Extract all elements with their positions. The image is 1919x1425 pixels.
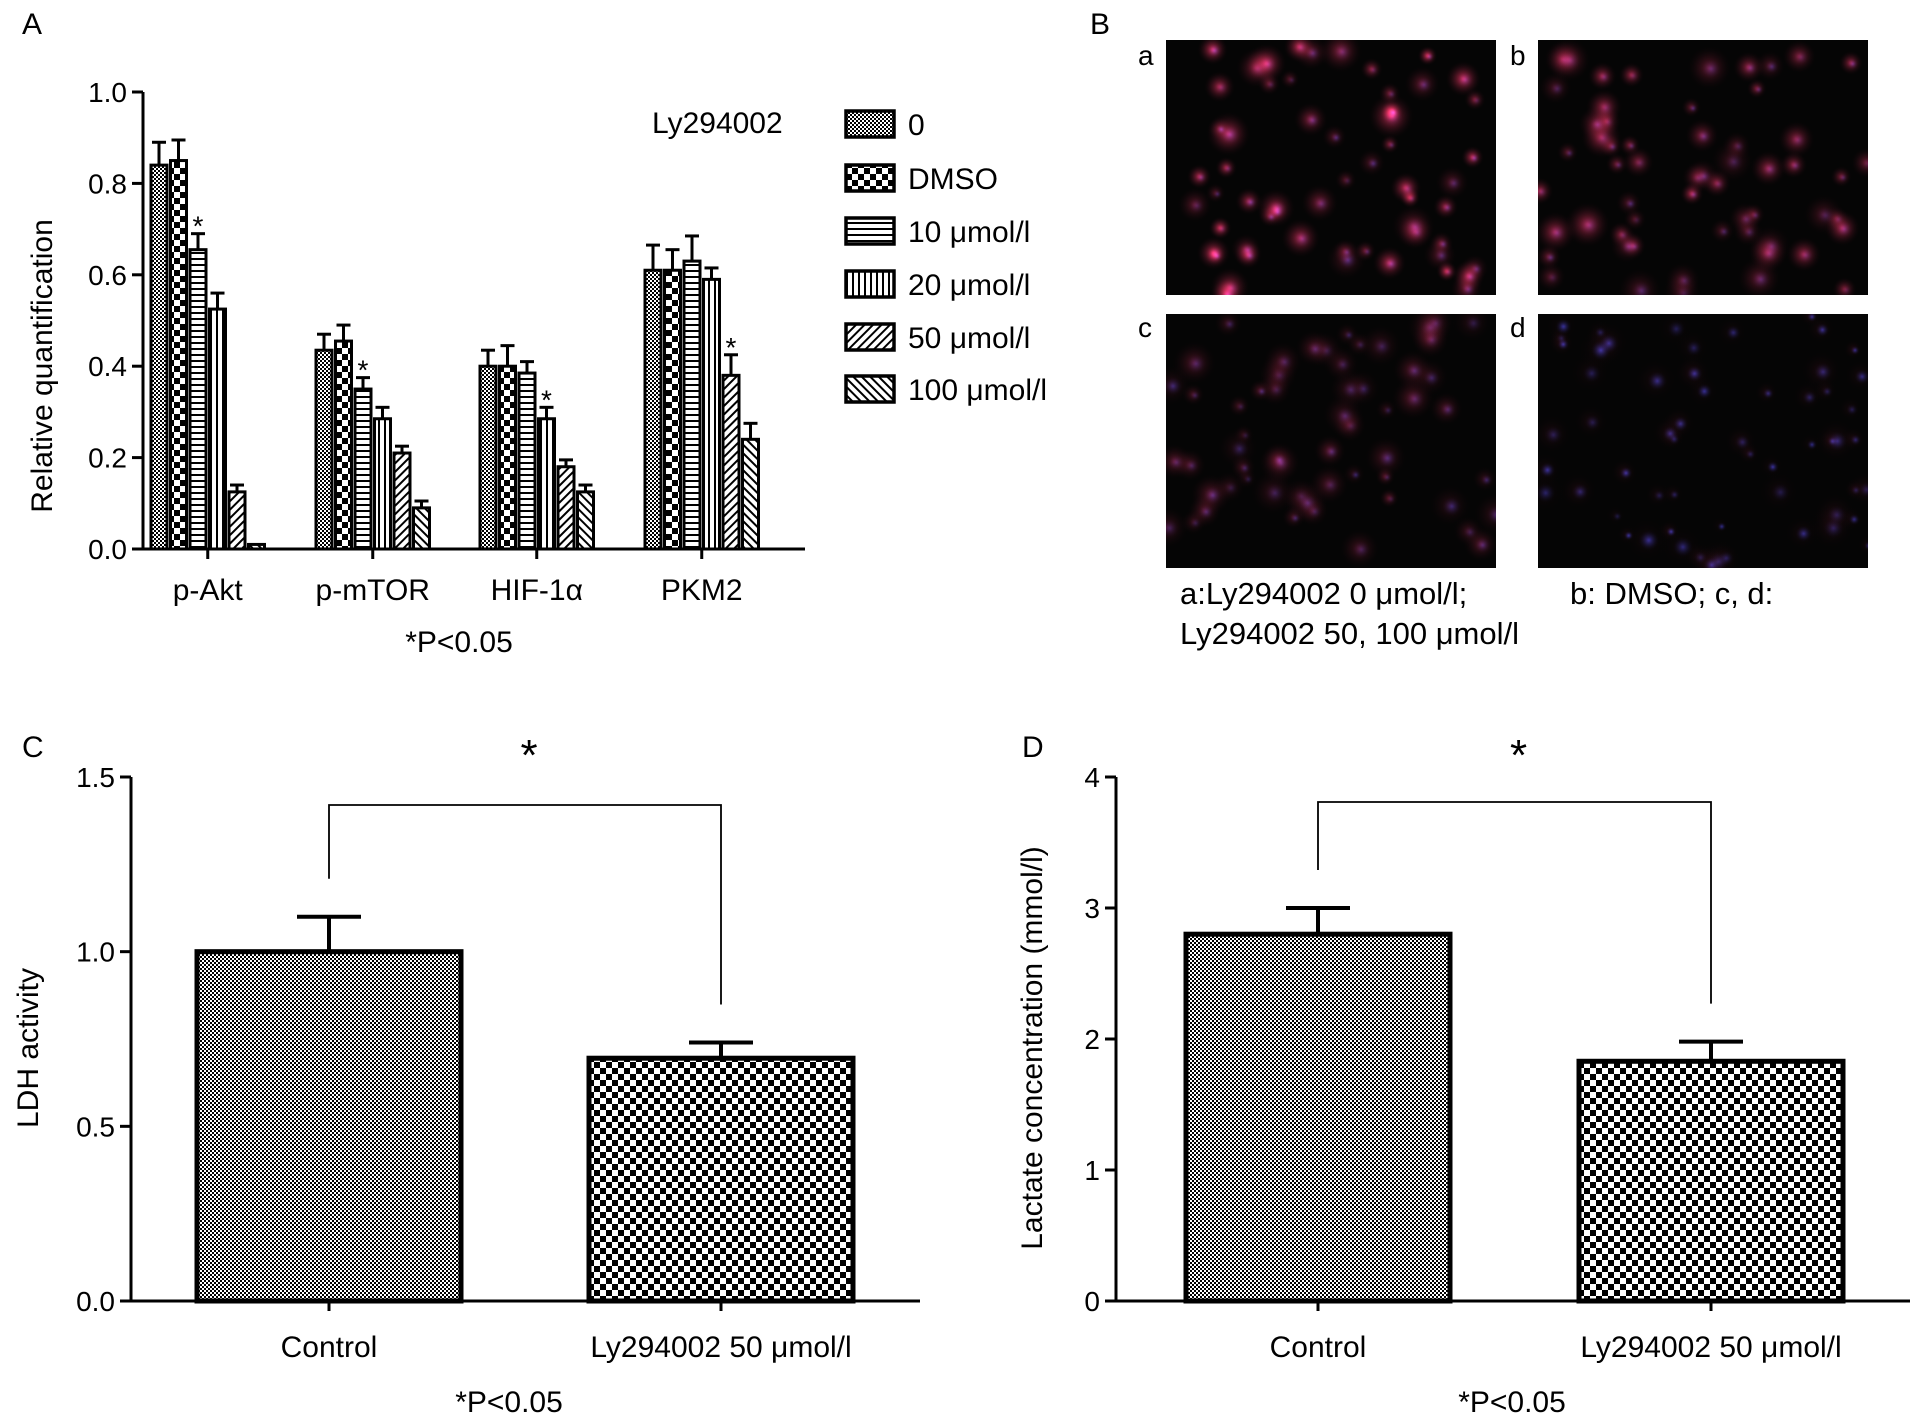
bar bbox=[353, 387, 373, 551]
chart-d-ylabel: Lactate concentration (mmol/l) bbox=[1016, 846, 1049, 1250]
micrograph-label-b: b bbox=[1510, 40, 1526, 71]
legend-label: 50 μmol/l bbox=[908, 322, 1030, 355]
y-tick-label: 0 bbox=[1084, 1286, 1100, 1317]
bar bbox=[478, 364, 498, 551]
y-tick-label: 0.8 bbox=[88, 168, 127, 199]
micrograph-label-c: c bbox=[1138, 312, 1152, 343]
y-tick-label: 1.5 bbox=[76, 762, 115, 793]
bar bbox=[643, 268, 663, 551]
significance-bracket bbox=[328, 804, 722, 1005]
bar bbox=[188, 248, 208, 551]
panel-label-a: A bbox=[22, 8, 42, 41]
x-tick-label: Ly294002 50 μmol/l bbox=[590, 1331, 851, 1364]
bar bbox=[392, 451, 412, 551]
bar bbox=[373, 417, 392, 551]
y-tick-label: 1.0 bbox=[76, 937, 115, 968]
x-tick-label: Ly294002 50 μmol/l bbox=[1580, 1331, 1841, 1364]
micrograph-caption-line1-left: a:Ly294002 0 μmol/l; bbox=[1180, 576, 1468, 611]
bar bbox=[556, 465, 576, 551]
y-tick-label: 1.0 bbox=[88, 77, 127, 108]
bar bbox=[227, 490, 247, 551]
significance-star: * bbox=[520, 731, 537, 780]
bar bbox=[721, 373, 741, 551]
chart-c-plot: 0.0 0.5 1.0 1.5 Control Ly294002 50 μmol/l * bbox=[76, 731, 920, 1364]
panel-label-b: B bbox=[1090, 8, 1110, 41]
legend-swatch bbox=[844, 374, 896, 404]
bar bbox=[702, 277, 721, 551]
significance-mark: * bbox=[541, 384, 552, 415]
x-tick-label: HIF-1α bbox=[491, 574, 583, 607]
bar bbox=[169, 159, 188, 551]
bar bbox=[741, 437, 760, 551]
bar bbox=[663, 268, 682, 551]
significance-bracket bbox=[1317, 801, 1712, 1004]
y-tick-label: 0.2 bbox=[88, 443, 127, 474]
bar bbox=[247, 542, 266, 551]
panel-label-c: C bbox=[22, 731, 44, 764]
chart-d-plot: 0 1 2 3 4 Control Ly294002 50 μmol/l * bbox=[1084, 731, 1910, 1364]
bar bbox=[334, 339, 353, 551]
micrograph-d bbox=[1538, 314, 1868, 568]
chart-a-ylabel: Relative quantification bbox=[26, 219, 59, 513]
bar bbox=[682, 259, 702, 551]
significance-mark: * bbox=[726, 332, 737, 363]
bar bbox=[498, 364, 517, 551]
x-tick-label: PKM2 bbox=[661, 574, 743, 607]
bar bbox=[537, 417, 556, 551]
y-tick-label: 3 bbox=[1084, 893, 1100, 924]
panel-label-d: D bbox=[1022, 731, 1044, 764]
bar bbox=[194, 949, 464, 1304]
chart-c-ylabel: LDH activity bbox=[12, 968, 45, 1128]
y-tick-label: 4 bbox=[1084, 762, 1100, 793]
significance-star: * bbox=[1510, 731, 1527, 780]
chart-a-plot: 0.0 0.2 0.4 0.6 0.8 1.0 p-Akt p-mTOR HIF-1α PKM2 *… bbox=[88, 77, 805, 607]
legend-swatch bbox=[844, 163, 896, 193]
micrograph-a bbox=[1166, 40, 1496, 295]
chart-c-footnote: *P<0.05 bbox=[455, 1386, 563, 1419]
legend-swatch bbox=[844, 216, 896, 246]
significance-mark: * bbox=[193, 211, 204, 242]
y-tick-label: 0.6 bbox=[88, 260, 127, 291]
y-tick-label: 2 bbox=[1084, 1024, 1100, 1055]
bar bbox=[149, 163, 169, 551]
micrograph-caption-line2: Ly294002 50, 100 μmol/l bbox=[1180, 616, 1520, 651]
legend-swatch bbox=[844, 269, 896, 299]
chart-a-legend: 0 DMSO 10 μmol/l 20 μmol/l 50 μmol/l 100 μmol… bbox=[844, 109, 1047, 407]
micrograph-c bbox=[1166, 314, 1496, 568]
legend-label: 10 μmol/l bbox=[908, 216, 1030, 249]
significance-mark: * bbox=[358, 355, 369, 386]
micrograph-label-a: a bbox=[1138, 40, 1154, 71]
x-tick-label: p-Akt bbox=[173, 574, 244, 607]
legend-swatch bbox=[844, 322, 896, 352]
y-tick-label: 1 bbox=[1084, 1155, 1100, 1186]
micrograph-caption-line1-right: b: DMSO; c, d: bbox=[1570, 576, 1774, 611]
bar bbox=[1576, 1058, 1846, 1304]
chart-a-legend-title: Ly294002 bbox=[652, 107, 783, 140]
legend-label: 20 μmol/l bbox=[908, 269, 1030, 302]
chart-d-footnote: *P<0.05 bbox=[1458, 1386, 1566, 1419]
y-tick-label: 0.0 bbox=[88, 534, 127, 565]
x-tick-label: Control bbox=[1270, 1331, 1367, 1364]
x-tick-label: p-mTOR bbox=[316, 574, 430, 607]
x-tick-label: Control bbox=[281, 1331, 378, 1364]
bar bbox=[586, 1055, 856, 1304]
micrograph-b bbox=[1538, 40, 1868, 295]
bar bbox=[1183, 931, 1453, 1304]
legend-label: DMSO bbox=[908, 163, 998, 196]
y-tick-label: 0.4 bbox=[88, 351, 127, 382]
bar bbox=[576, 490, 595, 551]
chart-a-footnote: *P<0.05 bbox=[405, 626, 513, 659]
bar bbox=[314, 348, 334, 551]
legend-label: 100 μmol/l bbox=[908, 374, 1047, 407]
bar bbox=[412, 506, 431, 551]
legend-label: 0 bbox=[908, 109, 925, 142]
y-tick-label: 0.5 bbox=[76, 1111, 115, 1142]
y-tick-label: 0.0 bbox=[76, 1286, 115, 1317]
legend-swatch bbox=[844, 109, 896, 139]
micrograph-label-d: d bbox=[1510, 312, 1526, 343]
bar bbox=[517, 371, 537, 551]
bar bbox=[208, 307, 227, 551]
